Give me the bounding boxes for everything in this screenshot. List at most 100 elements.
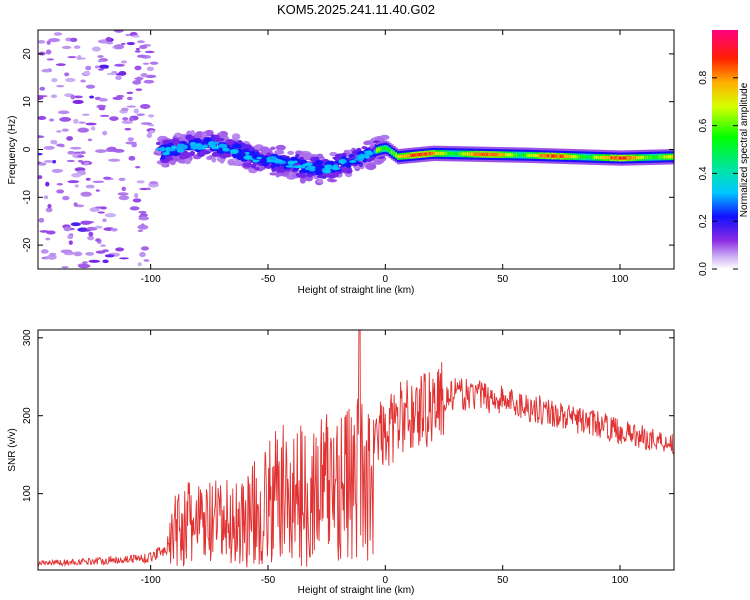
- spectrogram-cell: [51, 78, 58, 83]
- spectrogram-cell: [242, 162, 253, 168]
- y-tick-label: -10: [22, 190, 33, 205]
- spectrogram-cell: [612, 156, 616, 160]
- spectrogram-cell: [107, 146, 117, 152]
- spectrogram-cell: [92, 180, 105, 184]
- spectrogram-cell: [631, 156, 635, 160]
- spectrogram-cell: [136, 54, 147, 58]
- spectrogram-cell: [656, 155, 660, 159]
- spectrogram-cell: [209, 144, 217, 148]
- spectrogram-cell: [189, 141, 196, 146]
- colorbar-gradient: [712, 30, 738, 269]
- spectrogram-cell: [118, 195, 130, 201]
- spectrogram-cell: [409, 153, 413, 158]
- spectrogram-cell: [46, 40, 51, 45]
- spectrogram-cell: [513, 153, 517, 157]
- spectrogram-cell: [139, 103, 151, 109]
- x-tick-label: 0: [383, 274, 389, 285]
- spectrogram-cell: [671, 155, 674, 159]
- spectrogram-cell: [658, 155, 662, 159]
- spectrogram-cell: [38, 152, 43, 156]
- spectrogram-cell: [637, 155, 641, 160]
- spectrogram-cell: [275, 163, 281, 168]
- colorbar-tick-label: 0.4: [698, 166, 709, 180]
- spectrogram-cell: [519, 153, 523, 157]
- spectrogram-cell: [477, 152, 481, 156]
- x-tick-label: 100: [612, 575, 629, 586]
- spectrogram-cell: [96, 104, 107, 109]
- spectrogram-cell: [40, 249, 49, 254]
- spectrogram-cell: [295, 153, 300, 158]
- spectrogram-cell: [481, 152, 485, 157]
- spectrogram-cell: [99, 64, 110, 69]
- spectrogram-cell: [43, 195, 49, 200]
- spectrogram-cell: [46, 230, 56, 235]
- spectrogram-cell: [56, 84, 65, 88]
- spectrogram-cell: [234, 143, 242, 149]
- spectrogram-cell: [80, 220, 92, 225]
- spectrogram-cell: [274, 149, 285, 155]
- spectrogram-cell: [365, 163, 377, 171]
- spectrogram-cell: [140, 223, 145, 229]
- spectrogram-cell: [238, 152, 247, 158]
- spectrogram-cell: [143, 259, 150, 262]
- spectrogram-cell: [485, 152, 489, 157]
- spectrogram-cell: [95, 189, 100, 192]
- spectrogram-cell: [47, 203, 52, 209]
- snr-y-ticks: 100 200 300: [22, 329, 674, 502]
- spectrogram-cell: [139, 213, 148, 218]
- spectrogram-cell: [98, 107, 106, 111]
- spectrogram-cell: [91, 46, 101, 52]
- spectrogram-cell: [652, 155, 656, 159]
- spectrogram-cell: [301, 164, 306, 169]
- spectrogram-cell: [606, 156, 610, 160]
- spectrogram-cell: [43, 145, 55, 150]
- spectrogram-cell: [420, 152, 424, 157]
- spectrogram-cell: [601, 155, 605, 160]
- spectrogram-cell: [65, 77, 76, 83]
- spectrogram-cell: [314, 170, 323, 176]
- spectrogram-cell: [304, 162, 313, 166]
- spectrogram-cell: [378, 147, 381, 152]
- spectrogram-cell: [275, 144, 286, 151]
- spectrogram-cell: [589, 155, 593, 159]
- spectrogram-cell: [137, 40, 146, 44]
- spectrogram-cell: [128, 155, 136, 161]
- spectrogram-cell: [69, 37, 78, 42]
- spectrogram-cell: [382, 147, 386, 151]
- spectrogram-cell: [521, 153, 525, 157]
- snr-xlabel: Height of straight line (km): [298, 585, 415, 596]
- spectrogram-cell: [629, 156, 633, 160]
- spectrogram-cell: [148, 124, 155, 127]
- spectrogram-cell: [126, 91, 134, 95]
- spectrogram-cell: [646, 155, 650, 160]
- snr-x-ticks: -100 -50 0 50 100: [141, 330, 629, 586]
- spectrogram-cell: [81, 261, 89, 264]
- spectrogram-cell: [210, 134, 215, 139]
- spectrogram-cell: [256, 156, 262, 160]
- y-tick-label: 100: [22, 485, 33, 502]
- spectrogram-cell: [49, 118, 55, 122]
- spectrogram-cell: [317, 178, 324, 184]
- spectrogram-cell: [155, 148, 162, 151]
- spectrogram-cell: [515, 153, 519, 157]
- spectrogram-cell: [642, 155, 645, 160]
- spectrogram-cell: [159, 146, 166, 152]
- spectrogram-cell: [78, 263, 90, 269]
- spectrogram-cell: [94, 225, 103, 229]
- spectrogram-cell: [439, 151, 443, 156]
- snr-series-line: [38, 330, 674, 568]
- spectrogram-cell: [88, 231, 94, 237]
- spectrogram-cell: [441, 151, 445, 156]
- spectrogram-cell: [349, 160, 357, 163]
- spectrogram-cell: [102, 130, 108, 136]
- spectrogram-cell: [259, 166, 266, 171]
- spectrogram-cell: [138, 210, 147, 214]
- spectrogram-cell: [57, 110, 70, 115]
- spectrogram-cell: [422, 152, 426, 156]
- spectrogram-cell: [578, 155, 582, 159]
- spectrogram-cell: [61, 45, 72, 50]
- spectrogram-cell: [599, 155, 603, 160]
- spectrogram-cell: [324, 174, 331, 178]
- spectrogram-cell: [144, 50, 155, 54]
- y-tick-label: 0: [22, 146, 33, 152]
